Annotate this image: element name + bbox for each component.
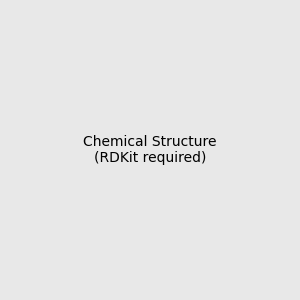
Text: Chemical Structure
(RDKit required): Chemical Structure (RDKit required) (83, 135, 217, 165)
